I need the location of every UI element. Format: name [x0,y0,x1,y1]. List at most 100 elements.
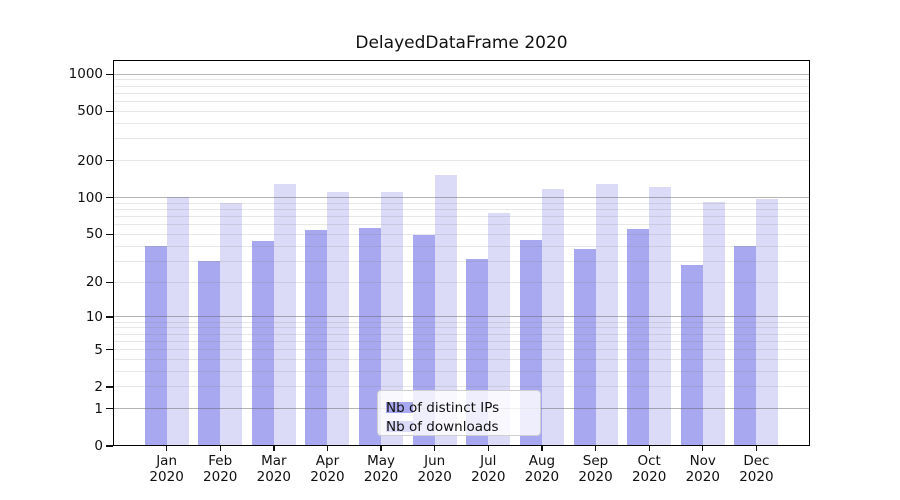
grid-line-major [113,73,810,75]
y-tick-mark [106,159,113,162]
grid-line-minor [113,233,810,235]
x-tick-label: Dec 2020 [739,453,774,485]
x-tick-label: Oct 2020 [631,453,667,485]
grid-line-minor [113,370,810,372]
legend-swatch-distinct-ips [386,402,413,413]
bar-nb-of-distinct-ips [144,246,167,446]
bar-nb-of-downloads [702,202,725,446]
x-tick-label: May 2020 [363,453,399,485]
y-tick-label: 1 [94,400,103,417]
grid-line-minor [113,92,810,94]
grid-line-minor [113,208,810,210]
x-tick-label: Feb 2020 [203,453,238,485]
x-tick-label: Apr 2020 [310,453,345,485]
bar-nb-of-distinct-ips [305,230,328,446]
grid-line-minor [113,321,810,323]
x-tick-label: Mar 2020 [256,453,292,485]
grid-line-minor [113,358,810,360]
grid-line-minor [113,160,810,162]
x-tick-mark [541,446,543,451]
y-tick-mark [106,316,113,318]
grid-line-minor [113,333,810,335]
x-tick-mark [594,446,597,451]
bar-nb-of-downloads [220,203,243,446]
grid-line-minor [113,202,810,204]
x-tick-mark [166,446,168,451]
y-tick-label: 10 [85,308,103,325]
x-tick-mark [434,446,436,451]
grid-line-minor [113,386,810,388]
y-tick-mark [106,408,113,410]
x-tick-mark [273,446,275,451]
chart-title: DelayedDataFrame 2020 [355,33,568,53]
grid-line-minor [113,340,810,342]
bar-nb-of-distinct-ips [680,264,703,446]
y-tick-label: 1000 [68,66,103,83]
grid-line-minor [113,79,810,81]
y-tick-label: 100 [77,189,103,206]
bar-nb-of-downloads [166,197,189,446]
grid-line-minor [113,138,810,140]
y-tick-mark [106,73,113,75]
y-tick-mark [106,386,113,388]
grid-line-minor [113,216,810,218]
x-tick-mark [219,446,221,451]
y-tick-label: 20 [85,274,103,291]
plot-area: Nb of distinct IPs Nb of downloads 0 1 2 5 1… [69,60,810,485]
x-tick-mark [755,446,758,451]
x-tick-mark [380,446,382,451]
legend: Nb of distinct IPs Nb of downloads [377,390,541,436]
x-tick-mark [648,446,650,451]
y-tick-mark [106,348,113,351]
bar-nb-of-downloads [595,184,618,446]
bar-nb-of-downloads [649,186,672,446]
x-tick-label: Sep 2020 [578,453,613,485]
x-tick-label: Aug 2020 [524,453,560,485]
grid-line-minor [113,281,810,283]
grid-line-minor [113,260,810,262]
grid-line-minor [113,245,810,247]
bar-nb-of-downloads [327,192,350,446]
grid-line-minor [113,110,810,112]
y-tick-mark [106,196,113,199]
y-tick-mark [106,445,113,447]
y-tick-mark [106,233,113,236]
bar-nb-of-downloads [541,188,564,446]
grid-line-minor [113,85,810,87]
y-tick-label: 2 [94,378,103,395]
legend-label-distinct-ips: Nb of distinct IPs [386,399,500,416]
legend-item-downloads: Nb of downloads [386,417,532,436]
legend-swatch-downloads [386,421,413,432]
bar-nb-of-downloads [756,199,779,446]
legend-label-downloads: Nb of downloads [386,418,499,435]
bar-nb-of-distinct-ips [198,261,221,446]
bar-nb-of-downloads [273,183,296,446]
bar-nb-of-distinct-ips [627,229,650,446]
bar-nb-of-distinct-ips [251,241,274,446]
y-tick-label: 0 [94,438,103,454]
grid-line-major [113,197,810,199]
x-tick-mark [487,446,489,451]
bar-nb-of-distinct-ips [734,246,757,446]
y-tick-label: 500 [77,103,103,120]
y-tick-mark [106,281,113,283]
grid-line-minor [113,349,810,351]
y-tick-label: 50 [85,226,103,243]
x-tick-mark [702,446,704,451]
y-tick-label: 200 [77,152,103,169]
bar-nb-of-distinct-ips [359,228,382,446]
bar-nb-of-distinct-ips [573,248,596,446]
grid-line-minor [113,101,810,103]
x-tick-label: Jul 2020 [471,453,506,485]
grid-line-minor [113,122,810,124]
grid-line-minor [113,327,810,329]
bar-nb-of-downloads [434,174,457,446]
bar-nb-of-downloads [488,212,511,446]
bar-nb-of-downloads [381,192,404,446]
legend-item-distinct-ips: Nb of distinct IPs [386,398,532,417]
y-tick-mark [106,110,113,113]
x-tick-label: Nov 2020 [685,453,720,485]
x-tick-mark [326,446,329,451]
y-tick-label: 5 [94,341,103,358]
